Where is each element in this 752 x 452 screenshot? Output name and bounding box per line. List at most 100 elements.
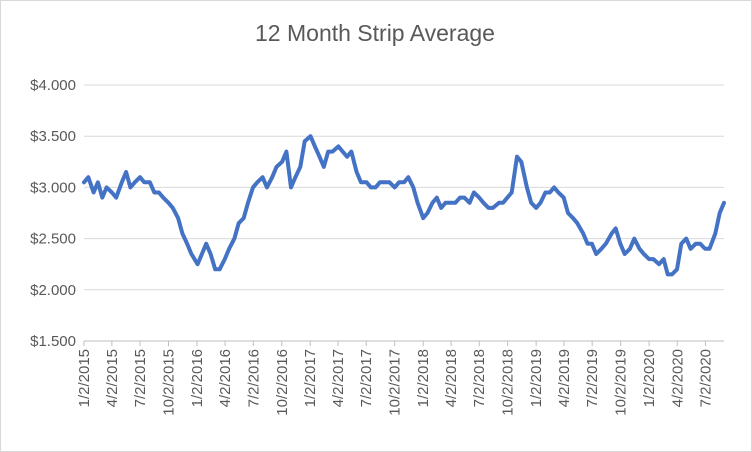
data-point bbox=[223, 257, 227, 261]
x-tick-label: 10/2/2015 bbox=[160, 349, 177, 416]
data-point bbox=[439, 206, 443, 210]
data-point bbox=[120, 180, 124, 184]
data-point bbox=[623, 252, 627, 256]
x-tick-label: 10/2/2019 bbox=[613, 349, 630, 416]
data-point bbox=[232, 237, 236, 241]
data-point bbox=[594, 252, 598, 256]
x-axis-tick-labels: 1/2/2015 4/2/2015 7/2/2015 10/2/2015 1/2/201… bbox=[76, 341, 714, 416]
data-point bbox=[374, 185, 377, 189]
data-point bbox=[647, 257, 651, 261]
data-point bbox=[614, 226, 618, 230]
data-point bbox=[105, 185, 109, 189]
data-point bbox=[515, 155, 519, 159]
series-layer bbox=[82, 134, 726, 277]
data-point bbox=[189, 252, 193, 256]
x-tick-label: 7/2/2018 bbox=[471, 349, 488, 407]
data-point bbox=[426, 211, 429, 215]
y-tick-label: $4.000 bbox=[30, 77, 76, 94]
data-point bbox=[284, 150, 288, 154]
data-point bbox=[255, 180, 259, 184]
x-tick-label: 7/2/2016 bbox=[245, 349, 262, 407]
data-point bbox=[341, 150, 345, 154]
data-point bbox=[694, 242, 698, 246]
data-point bbox=[689, 247, 693, 251]
data-point bbox=[604, 242, 608, 246]
data-point bbox=[313, 144, 317, 148]
data-point bbox=[124, 170, 128, 174]
x-tick-label: 4/2/2017 bbox=[330, 349, 347, 407]
data-point bbox=[293, 175, 297, 179]
x-tick-label: 4/2/2019 bbox=[556, 349, 573, 407]
data-point bbox=[539, 201, 542, 205]
data-point bbox=[275, 165, 278, 169]
data-point bbox=[458, 196, 462, 200]
data-point bbox=[590, 242, 594, 246]
data-point bbox=[204, 242, 208, 246]
data-point bbox=[482, 201, 485, 205]
data-point bbox=[718, 211, 722, 215]
data-point bbox=[662, 257, 666, 261]
data-point bbox=[110, 191, 114, 194]
data-point bbox=[180, 232, 184, 235]
data-point bbox=[501, 201, 505, 205]
data-point bbox=[453, 201, 457, 205]
data-point bbox=[393, 185, 397, 189]
x-tick-label: 7/2/2017 bbox=[358, 349, 375, 407]
data-point bbox=[421, 216, 425, 220]
data-point bbox=[722, 201, 726, 205]
y-axis-tick-labels: $1.500 $2.000 $2.500 $3.000 $3.500 $4.000 bbox=[30, 77, 76, 350]
data-point bbox=[213, 267, 217, 271]
data-point bbox=[468, 201, 472, 205]
data-point bbox=[251, 185, 255, 189]
data-point bbox=[657, 262, 661, 266]
data-point bbox=[227, 247, 231, 251]
data-point bbox=[679, 242, 683, 246]
data-point bbox=[114, 196, 118, 200]
data-point bbox=[157, 191, 161, 194]
data-point bbox=[675, 267, 679, 271]
data-point bbox=[289, 185, 293, 189]
data-point bbox=[133, 180, 137, 184]
data-point bbox=[487, 206, 490, 210]
data-point bbox=[336, 144, 340, 148]
data-point bbox=[571, 216, 575, 220]
data-point bbox=[406, 175, 410, 179]
data-point bbox=[525, 185, 529, 189]
chart-title: 12 Month Strip Average bbox=[255, 20, 495, 46]
data-point bbox=[378, 180, 382, 184]
data-point bbox=[303, 139, 307, 143]
data-point bbox=[638, 247, 641, 251]
x-tick-label: 1/2/2018 bbox=[415, 349, 432, 407]
data-point bbox=[349, 150, 353, 154]
data-point bbox=[86, 175, 90, 179]
data-point bbox=[670, 272, 674, 276]
data-point bbox=[698, 242, 702, 246]
data-point bbox=[444, 201, 447, 205]
data-point bbox=[128, 185, 132, 189]
data-point bbox=[581, 232, 585, 235]
data-point bbox=[477, 196, 481, 200]
x-tick-label: 4/2/2018 bbox=[443, 349, 460, 407]
data-point bbox=[566, 211, 570, 215]
data-point bbox=[309, 134, 312, 138]
x-tick-label: 10/2/2018 bbox=[500, 349, 517, 416]
data-point bbox=[152, 191, 156, 194]
data-point bbox=[411, 185, 415, 189]
data-point bbox=[599, 247, 603, 251]
x-tick-label: 4/2/2015 bbox=[104, 349, 121, 407]
x-tick-label: 1/2/2019 bbox=[528, 349, 545, 407]
data-point bbox=[318, 155, 321, 159]
data-point bbox=[142, 180, 146, 184]
data-point bbox=[261, 175, 265, 179]
series-line bbox=[82, 134, 726, 277]
data-point bbox=[713, 232, 717, 235]
data-point bbox=[431, 201, 434, 205]
data-point bbox=[331, 150, 334, 154]
data-point bbox=[562, 196, 566, 200]
data-point bbox=[148, 180, 152, 184]
data-point bbox=[369, 185, 373, 189]
data-point bbox=[388, 180, 391, 184]
x-tick-label: 1/2/2015 bbox=[76, 349, 93, 407]
data-point bbox=[575, 221, 579, 225]
